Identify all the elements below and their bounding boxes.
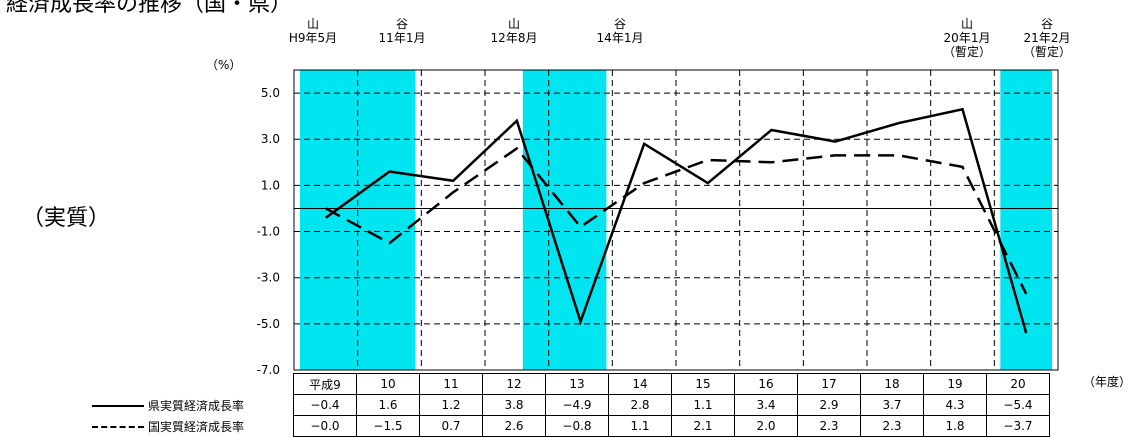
event-label-2: 谷 11年1月 (357, 17, 447, 45)
y-tick-label: 1.0 (261, 178, 280, 192)
category-cell: 12 (482, 373, 546, 395)
category-cell: 19 (923, 373, 987, 395)
y-tick-label: 5.0 (261, 86, 280, 100)
event-date: 11年1月 (378, 31, 426, 45)
event-label-5: 山 20年1月 （暫定） (922, 17, 1012, 59)
category-cell: 15 (671, 373, 735, 395)
value-cell: 2.3 (860, 415, 924, 437)
value-cell: 2.6 (482, 415, 546, 437)
value-cell: −0.0 (293, 415, 357, 437)
x-unit-label: （年度） (1083, 375, 1132, 389)
value-cell: −0.4 (293, 394, 357, 416)
plot-border (293, 69, 1059, 371)
value-cell: 1.6 (356, 394, 420, 416)
event-date: 14年1月 (596, 31, 644, 45)
category-cell: 18 (860, 373, 924, 395)
value-cell: −0.8 (545, 415, 609, 437)
value-cell: 3.4 (734, 394, 798, 416)
value-cell: −5.4 (986, 394, 1050, 416)
value-cell: −1.5 (356, 415, 420, 437)
series-line-national (325, 146, 1028, 295)
value-cell: −4.9 (545, 394, 609, 416)
event-note: （暫定） (942, 45, 991, 59)
series-name: 国実質経済成長率 (148, 419, 245, 434)
category-cell: 20 (986, 373, 1050, 395)
category-cell: 14 (608, 373, 672, 395)
value-cell: 2.3 (797, 415, 861, 437)
value-cell: 4.3 (923, 394, 987, 416)
y-tick-label: -5.0 (257, 317, 280, 331)
value-cell: 2.9 (797, 394, 861, 416)
event-label-6: 谷 21年2月 （暫定） (1002, 17, 1092, 59)
value-cell: 2.8 (608, 394, 672, 416)
event-kind: 山 (507, 17, 520, 31)
y-tick-label: -3.0 (257, 271, 280, 285)
y-unit-label: （%） (206, 58, 242, 72)
value-cell: 3.8 (482, 394, 546, 416)
category-cell: 10 (356, 373, 420, 395)
value-cell: 3.7 (860, 394, 924, 416)
legend-solid-line (92, 405, 144, 407)
event-label-4: 谷 14年1月 (575, 17, 665, 45)
event-date: 12年8月 (490, 31, 538, 45)
chart-title: 経済成長率の推移（国・県） (6, 0, 293, 17)
shaded-band (1000, 70, 1052, 370)
value-cell: −3.7 (986, 415, 1050, 437)
series-line-prefecture (325, 107, 1028, 334)
category-cell: 11 (419, 373, 483, 395)
category-cell: 16 (734, 373, 798, 395)
event-kind: 谷 (613, 17, 626, 31)
y-tick-label: -1.0 (257, 225, 280, 239)
category-row: 平成9 10 11 12 13 14 15 16 17 18 19 20 (88, 373, 1050, 395)
series-row-prefecture: 県実質経済成長率 −0.4 1.6 1.2 3.8 −4.9 2.8 1.1 3… (88, 394, 1050, 416)
data-table: 平成9 10 11 12 13 14 15 16 17 18 19 20 県実質… (88, 373, 1050, 437)
series-row-national: 国実質経済成長率 −0.0 −1.5 0.7 2.6 −0.8 1.1 2.1 … (88, 415, 1050, 437)
value-cell: 0.7 (419, 415, 483, 437)
event-kind: 山 (306, 17, 319, 31)
value-cell: 2.1 (671, 415, 735, 437)
event-note: （暫定） (1022, 45, 1071, 59)
event-label-3: 山 12年8月 (469, 17, 559, 45)
y-tick-label: -7.0 (257, 363, 280, 377)
value-cell: 1.1 (608, 415, 672, 437)
event-date: 20年1月 (943, 31, 991, 45)
side-label: （実質） (22, 206, 111, 231)
event-kind: 谷 (1040, 17, 1053, 31)
y-tick-label: 3.0 (261, 132, 280, 146)
event-date: H9年5月 (288, 31, 338, 45)
category-cell: 13 (545, 373, 609, 395)
value-cell: 2.0 (734, 415, 798, 437)
series-name: 県実質経済成長率 (148, 398, 245, 413)
value-cell: 1.8 (923, 415, 987, 437)
value-cell: 1.2 (419, 394, 483, 416)
value-cell: 1.1 (671, 394, 735, 416)
category-cell: 平成9 (293, 373, 357, 395)
shaded-band (522, 70, 607, 370)
event-kind: 谷 (395, 17, 408, 31)
event-label-1: 山 H9年5月 (268, 17, 358, 45)
category-cell: 17 (797, 373, 861, 395)
event-date: 21年2月 (1023, 31, 1071, 45)
event-kind: 山 (960, 17, 973, 31)
legend-dashed-line (92, 426, 144, 428)
